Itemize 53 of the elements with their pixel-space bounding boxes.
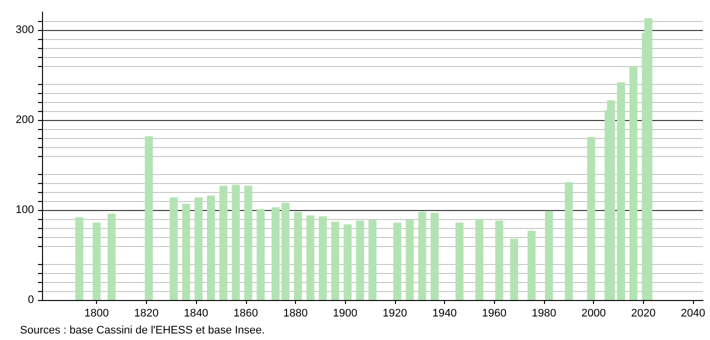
- bar: [475, 219, 484, 300]
- bar: [629, 66, 638, 300]
- bar: [272, 207, 280, 300]
- x-tick-label: 2000: [581, 308, 606, 320]
- bar: [194, 197, 203, 300]
- bar: [232, 184, 240, 300]
- x-tick-label: 1920: [382, 308, 408, 320]
- bar: [544, 210, 553, 300]
- bar: [587, 137, 596, 300]
- x-tick-label: 2040: [680, 308, 706, 320]
- bar: [170, 197, 178, 300]
- x-tick-label: 1840: [184, 308, 208, 320]
- bar: [406, 220, 414, 300]
- x-tick-label: 2020: [631, 308, 656, 320]
- bar: [344, 224, 352, 300]
- bar: [244, 186, 252, 300]
- x-tick-label: 1860: [234, 308, 258, 320]
- bar: [495, 220, 504, 300]
- y-tick-label: 300: [16, 24, 34, 36]
- bar: [306, 215, 314, 300]
- bar: [368, 220, 376, 300]
- bar: [144, 136, 153, 300]
- bar: [75, 217, 84, 300]
- bar: [282, 202, 290, 300]
- bar: [455, 222, 464, 300]
- bar: [418, 212, 426, 300]
- bar: [92, 222, 101, 300]
- bar: [356, 220, 364, 300]
- bar: [393, 222, 402, 300]
- bar: [616, 82, 625, 300]
- x-tick-label: 1960: [482, 308, 507, 320]
- bar: [510, 238, 518, 300]
- bar: [318, 216, 327, 300]
- x-tick-label: 1900: [332, 308, 358, 320]
- bar: [206, 196, 215, 300]
- bar: [528, 230, 536, 300]
- x-tick-label: 1980: [532, 308, 556, 320]
- y-tick-label: 100: [16, 204, 34, 216]
- y-tick-label: 0: [28, 294, 34, 306]
- x-tick-label: 1880: [283, 308, 308, 320]
- bar: [182, 204, 190, 300]
- x-tick-label: 1820: [134, 308, 159, 320]
- source-note: Sources : base Cassini de l'EHESS et base Insee.: [20, 324, 265, 336]
- bar: [294, 212, 302, 300]
- x-tick-label: 1940: [432, 308, 457, 320]
- bar: [430, 212, 439, 300]
- y-tick-label: 200: [16, 114, 34, 126]
- bar: [564, 182, 573, 300]
- bar: [331, 222, 340, 300]
- bar: [219, 186, 228, 300]
- bar: [256, 209, 265, 300]
- bar: [108, 214, 116, 300]
- x-tick-label: 1800: [84, 308, 109, 320]
